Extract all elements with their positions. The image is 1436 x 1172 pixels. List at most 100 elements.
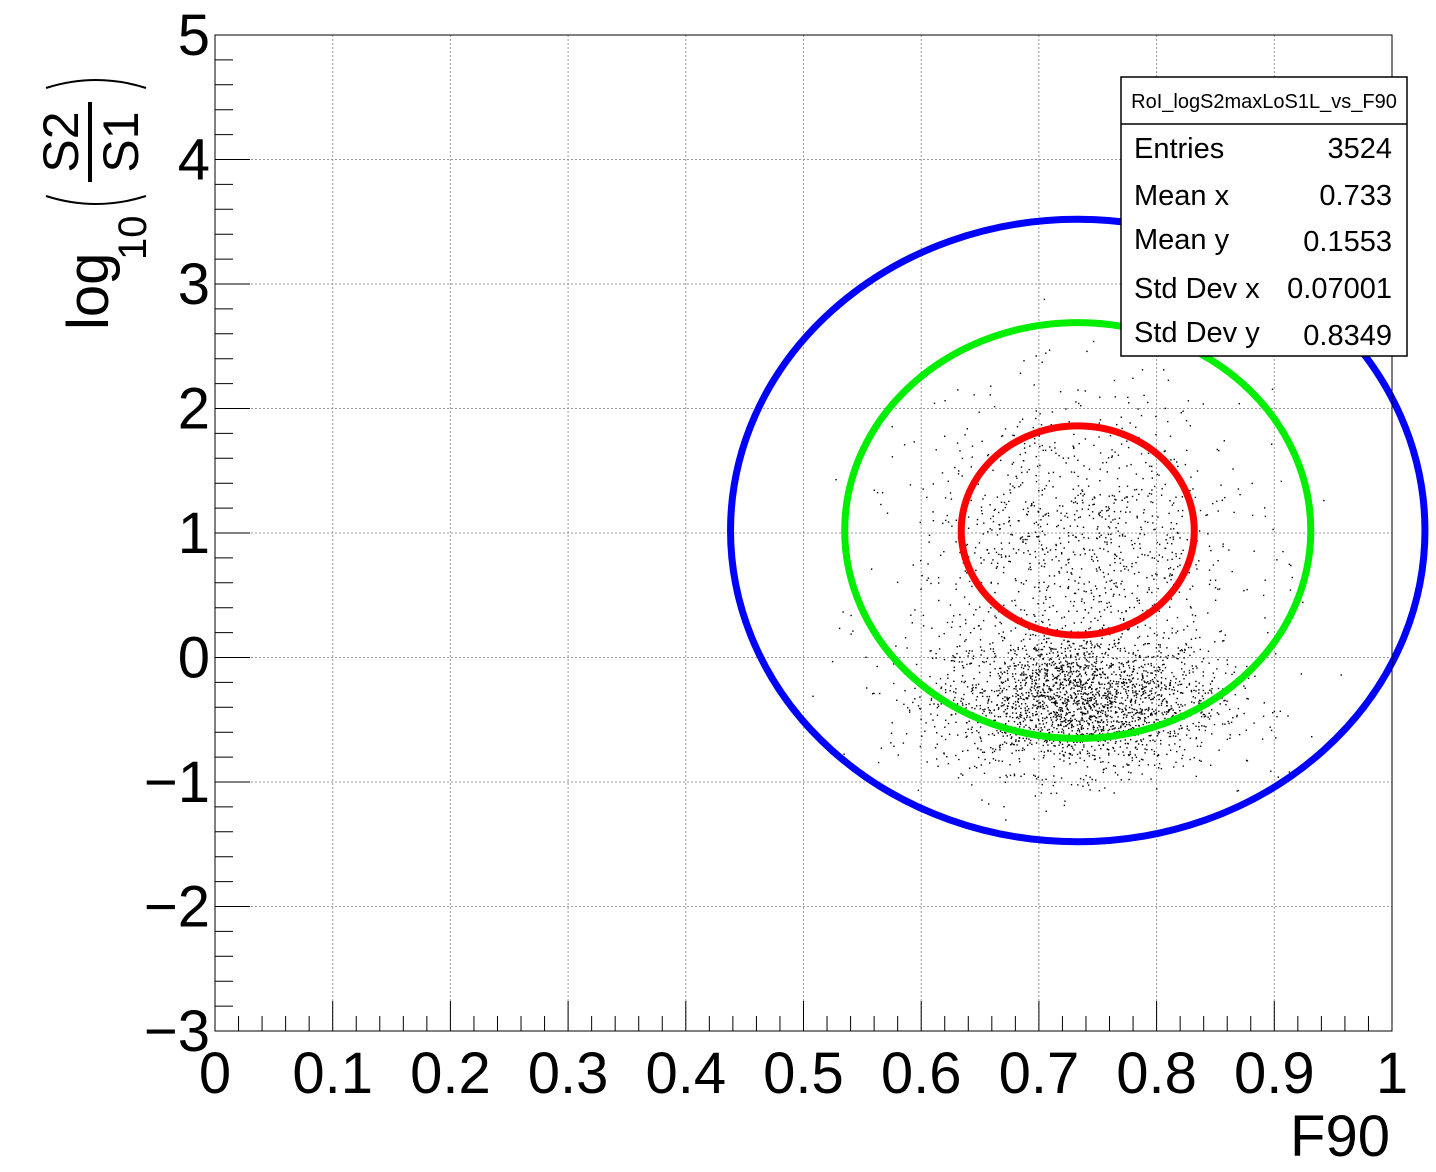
- data-point: [1069, 753, 1072, 755]
- data-point: [1061, 731, 1063, 733]
- data-point: [1194, 637, 1197, 639]
- data-point: [1204, 729, 1207, 732]
- data-point: [1116, 478, 1119, 480]
- data-point: [1019, 715, 1021, 717]
- data-point: [1140, 665, 1143, 668]
- data-point: [1012, 485, 1014, 487]
- data-point: [1076, 610, 1078, 612]
- data-point: [1080, 711, 1082, 713]
- data-point: [1045, 641, 1048, 643]
- data-point: [1075, 536, 1077, 539]
- data-point: [1170, 708, 1172, 710]
- data-point: [1128, 778, 1130, 781]
- data-point: [1025, 633, 1027, 635]
- data-point: [1137, 637, 1139, 639]
- data-point: [1180, 727, 1183, 730]
- data-point: [812, 695, 814, 697]
- data-point: [992, 520, 995, 523]
- data-point: [1126, 714, 1128, 716]
- data-point: [1150, 664, 1153, 667]
- data-point: [1042, 658, 1044, 660]
- data-point: [1134, 691, 1136, 693]
- data-point: [1071, 725, 1073, 727]
- data-point: [1193, 757, 1195, 759]
- data-point: [1022, 698, 1024, 700]
- data-point: [983, 751, 986, 753]
- data-point: [1040, 691, 1042, 694]
- data-point: [1128, 628, 1130, 630]
- data-point: [1003, 493, 1005, 496]
- data-point: [1070, 697, 1072, 699]
- data-point: [1002, 681, 1005, 684]
- data-point: [1088, 697, 1091, 699]
- data-point: [1096, 537, 1098, 540]
- data-point: [1104, 697, 1107, 699]
- data-point: [1023, 773, 1025, 775]
- data-point: [1085, 674, 1088, 676]
- data-point: [978, 731, 980, 734]
- data-point: [964, 570, 966, 572]
- data-point: [1203, 716, 1206, 718]
- data-point: [1080, 665, 1082, 668]
- data-point: [988, 733, 990, 736]
- data-point: [1056, 712, 1059, 714]
- data-point: [1035, 683, 1038, 685]
- data-point: [1080, 734, 1082, 736]
- data-point: [1132, 652, 1135, 654]
- data-point: [1048, 688, 1050, 690]
- data-point: [1105, 715, 1107, 717]
- data-point: [1185, 734, 1188, 736]
- data-point: [997, 708, 1000, 710]
- data-point: [1193, 651, 1195, 653]
- data-point: [1044, 553, 1046, 556]
- data-point: [1126, 485, 1129, 487]
- data-point: [979, 707, 981, 710]
- data-point: [1084, 682, 1087, 685]
- data-point: [976, 705, 978, 707]
- data-point: [1022, 671, 1025, 673]
- data-point: [971, 731, 973, 734]
- data-point: [1093, 496, 1095, 498]
- data-point: [1026, 538, 1028, 541]
- data-point: [1032, 703, 1034, 706]
- data-point: [988, 709, 990, 711]
- data-point: [1151, 465, 1153, 468]
- data-point: [1091, 555, 1093, 558]
- data-point: [919, 745, 922, 748]
- data-point: [1229, 734, 1231, 736]
- data-point: [1120, 725, 1122, 727]
- data-point: [1233, 671, 1235, 673]
- data-point: [1038, 719, 1040, 722]
- data-point: [1090, 650, 1093, 653]
- data-point: [1058, 572, 1061, 574]
- data-point: [1034, 531, 1037, 533]
- data-point: [1114, 712, 1117, 714]
- data-point: [1171, 504, 1174, 506]
- data-point: [961, 475, 963, 477]
- data-point: [994, 759, 997, 761]
- data-point: [1009, 734, 1012, 736]
- data-point: [946, 756, 948, 758]
- data-point: [1026, 705, 1028, 708]
- data-point: [1093, 595, 1095, 598]
- data-point: [1107, 761, 1110, 764]
- data-point: [1135, 659, 1137, 662]
- data-point: [1023, 717, 1025, 719]
- data-point: [993, 709, 995, 711]
- data-point: [1042, 717, 1044, 719]
- data-points: [812, 298, 1342, 843]
- data-point: [1083, 602, 1086, 604]
- data-point: [1114, 498, 1116, 501]
- data-point: [1057, 655, 1059, 658]
- data-point: [1018, 486, 1020, 488]
- data-point: [1110, 666, 1112, 668]
- data-point: [1110, 662, 1112, 665]
- data-point: [1059, 758, 1061, 760]
- data-point: [1122, 710, 1124, 712]
- data-point: [1058, 744, 1060, 746]
- data-point: [1011, 463, 1013, 465]
- data-point: [1042, 700, 1044, 702]
- data-point: [960, 773, 962, 775]
- data-point: [1091, 644, 1093, 646]
- data-point: [1177, 465, 1179, 468]
